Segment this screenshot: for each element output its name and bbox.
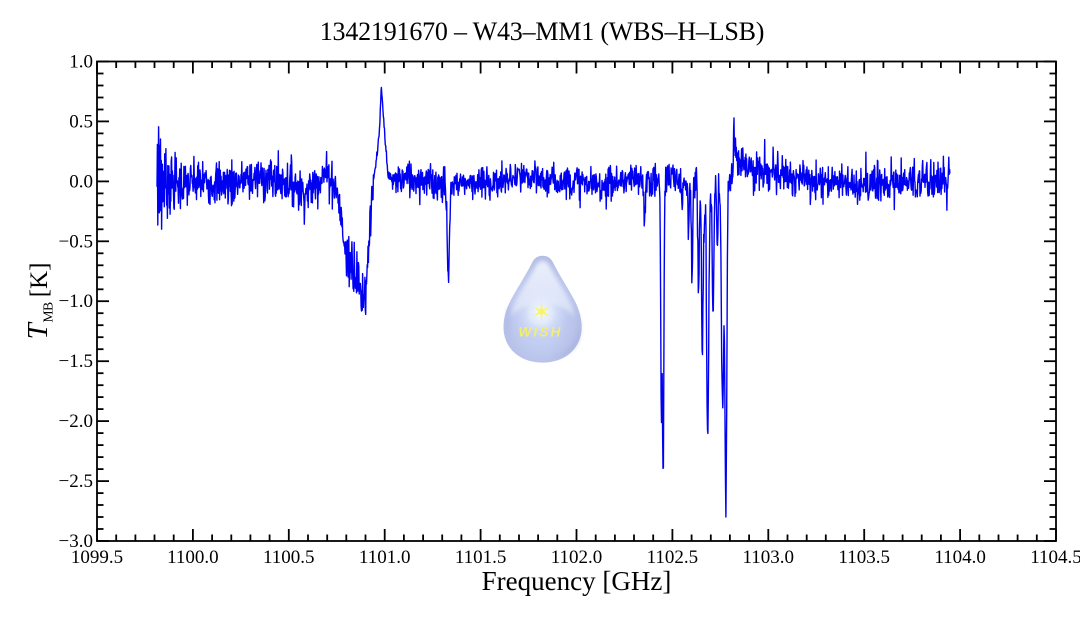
svg-text:1103.5: 1103.5 xyxy=(838,547,890,568)
svg-text:−3.0: −3.0 xyxy=(59,531,93,552)
svg-text:−1.0: −1.0 xyxy=(59,291,93,312)
svg-text:−2.0: −2.0 xyxy=(59,411,93,432)
svg-text:1101.0: 1101.0 xyxy=(359,547,411,568)
svg-text:1104.0: 1104.0 xyxy=(934,547,986,568)
svg-text:−0.5: −0.5 xyxy=(59,231,93,252)
svg-text:1102.5: 1102.5 xyxy=(647,547,699,568)
svg-text:0.5: 0.5 xyxy=(69,111,93,132)
svg-text:Frequency [GHz]: Frequency [GHz] xyxy=(482,566,672,596)
svg-text:1099.5: 1099.5 xyxy=(71,547,123,568)
svg-text:T MB [K]: T MB [K] xyxy=(22,263,56,340)
svg-text:WISH: WISH xyxy=(518,325,562,340)
svg-text:1102.0: 1102.0 xyxy=(551,547,603,568)
svg-text:1101.5: 1101.5 xyxy=(455,547,507,568)
svg-text:1.0: 1.0 xyxy=(69,52,93,73)
svg-text:0.0: 0.0 xyxy=(69,171,93,192)
svg-text:−1.5: −1.5 xyxy=(59,351,93,372)
svg-text:−2.5: −2.5 xyxy=(59,471,93,492)
svg-text:1100.5: 1100.5 xyxy=(263,547,315,568)
svg-text:1104.5: 1104.5 xyxy=(1030,547,1080,568)
svg-text:1342191670 – W43–MM1 (WBS–H–LS: 1342191670 – W43–MM1 (WBS–H–LSB) xyxy=(320,17,765,46)
svg-text:1100.0: 1100.0 xyxy=(167,547,219,568)
svg-text:1103.0: 1103.0 xyxy=(743,547,795,568)
